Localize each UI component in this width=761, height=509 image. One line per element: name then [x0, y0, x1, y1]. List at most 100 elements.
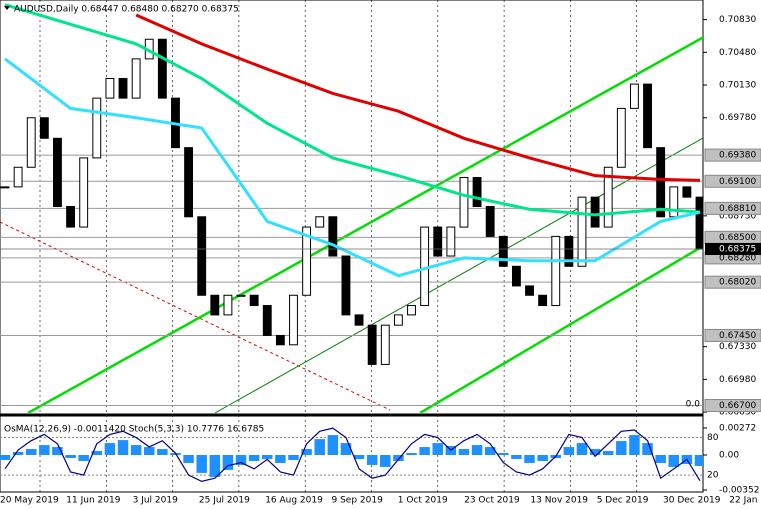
y-tick-label: 0.70130 [719, 81, 756, 91]
drawings [0, 36, 703, 413]
candle [459, 177, 469, 228]
candle [590, 196, 600, 228]
candle [66, 206, 75, 228]
moving-average [135, 13, 701, 182]
osma-bar [235, 455, 247, 465]
channel-line [27, 36, 703, 413]
candle [26, 117, 36, 168]
sub-y-tick-label: 0.00 [719, 451, 739, 461]
osma-bar [537, 455, 548, 461]
trend-line [0, 221, 391, 411]
level-label: 0.69100 [719, 177, 756, 187]
indicator-panel [0, 427, 703, 482]
candle [39, 117, 49, 139]
candle [630, 83, 639, 109]
osma-bar [209, 455, 221, 477]
osma-bar [314, 439, 325, 456]
last-price-box [705, 243, 761, 256]
level-label: 0.0 [686, 400, 701, 410]
osma-bar [458, 449, 470, 456]
candle [302, 226, 312, 296]
osma-bar [668, 455, 680, 467]
candle [577, 196, 587, 267]
osma-bar [694, 455, 703, 466]
osma-bar [65, 455, 76, 458]
stoch-line [4, 427, 701, 482]
channel-line [419, 244, 703, 413]
candle [446, 226, 456, 257]
indicator-title: OsMA(12,26,9) -0.0011420 Stoch(5,3,3) 10… [4, 425, 264, 435]
y-tick-label: 0.70480 [719, 48, 756, 58]
osma-bar [419, 447, 430, 456]
osma-bar [366, 455, 378, 465]
level-box [704, 275, 761, 289]
candle [53, 137, 62, 207]
osma-bar [353, 455, 365, 459]
osma-bar [563, 447, 575, 456]
trend-line [214, 137, 703, 413]
level-box [704, 174, 761, 188]
sub-y-tick-label: 0.00272 [719, 423, 756, 433]
osma-bar [25, 449, 37, 456]
osma-bar [104, 443, 116, 456]
candle [131, 58, 141, 99]
candle [105, 77, 115, 99]
osma-bar [393, 455, 404, 461]
title-arrow [4, 6, 10, 10]
osma-bar [183, 455, 194, 463]
osma-bar [117, 440, 129, 456]
x-tick-label: 3 Jul 2019 [133, 496, 178, 506]
x-tick-label: 11 Jun 2019 [66, 496, 120, 506]
candle [616, 107, 626, 168]
candle [92, 97, 102, 159]
y-tick-label: 0.69780 [719, 113, 756, 123]
candle [538, 294, 548, 307]
candle [236, 294, 246, 297]
chart-title: AUDUSD,Daily 0.68447 0.68480 0.68270 0.6… [14, 5, 239, 15]
candle [184, 147, 194, 218]
osma-bar [91, 451, 103, 456]
candle [341, 255, 351, 316]
osma-bar [157, 449, 168, 456]
osma-bar [406, 453, 417, 456]
osma-bar [78, 455, 89, 461]
candle [393, 314, 403, 326]
level-label: 0.66700 [719, 401, 756, 411]
candle [695, 196, 703, 250]
x-tick-label: 20 May 2019 [0, 496, 59, 506]
osma-bar [589, 449, 601, 456]
candle [328, 216, 338, 257]
candle [315, 216, 325, 228]
last-price-label: 0.68375 [719, 245, 756, 255]
price-panel [0, 3, 703, 407]
candle [210, 294, 220, 316]
moving-average [4, 3, 701, 217]
osma-bar [262, 455, 273, 459]
candle [197, 216, 207, 296]
candle [0, 186, 10, 189]
candle [498, 235, 508, 267]
osma-bar [576, 443, 588, 456]
osma-bar [301, 449, 312, 456]
x-tick-label: 22 Jan 2020 [729, 496, 761, 506]
osma-bar [524, 455, 535, 463]
candle [289, 294, 298, 346]
level-label: 0.68810 [719, 204, 756, 214]
candle [354, 314, 364, 326]
y-tick-label: 0.70830 [719, 15, 756, 25]
candle [407, 305, 416, 316]
level-box [704, 148, 761, 162]
candle [682, 186, 692, 198]
candle [525, 285, 534, 296]
osma-bar [288, 455, 299, 460]
candle [485, 206, 495, 237]
axes: 20 May 2019 11 Jun 2019 3 Jul 2019 25 Jul 2… [0, 15, 761, 506]
osma-bar [511, 455, 522, 459]
candle [380, 324, 390, 365]
candle [79, 157, 89, 228]
candle [511, 265, 521, 287]
candle [157, 38, 167, 99]
osma-bar [380, 455, 391, 467]
y-tick-label: 0.68730 [719, 211, 756, 221]
